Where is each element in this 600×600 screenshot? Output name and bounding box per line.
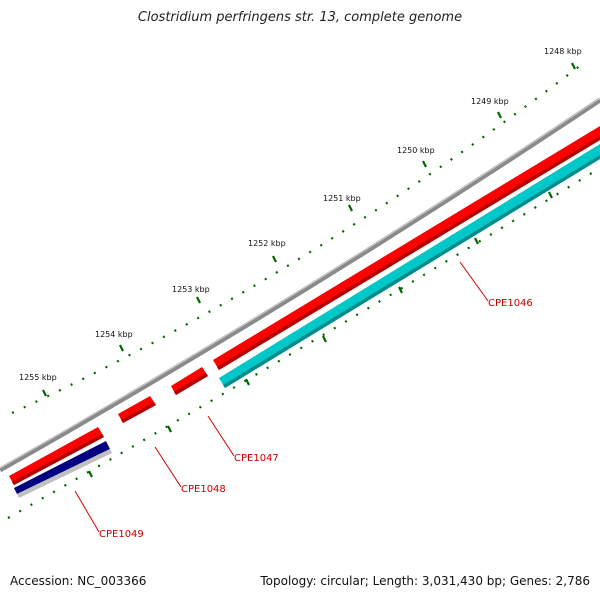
ruler-label: 1249 kbp — [471, 97, 509, 106]
ruler-label: 1255 kbp — [19, 373, 57, 382]
reverse-strand-features — [14, 144, 600, 498]
ruler-label: 1254 kbp — [95, 330, 133, 339]
genome-summary-text: Topology: circular; Length: 3,031,430 bp… — [260, 574, 590, 588]
map-title: Clostridium perfringens str. 13, complet… — [137, 10, 463, 25]
ruler-label: 1250 kbp — [397, 146, 435, 155]
gene-arrow-CPE1046 — [213, 126, 600, 370]
gene-arrow-CPE1047 — [171, 367, 208, 395]
gene-label-CPE1047: CPE1047 — [234, 453, 279, 464]
ruler-major-ticks — [42, 62, 576, 397]
genome-backbone-highlight — [0, 97, 600, 469]
gene-arrow-CPE1047-shade — [174, 373, 208, 395]
ruler-label: 1251 kbp — [323, 194, 361, 203]
inner-ruler-major-ticks — [88, 191, 553, 478]
ruler-label: 1253 kbp — [172, 285, 210, 294]
genome-backbone — [0, 97, 600, 473]
ruler-label: 1248 kbp — [544, 47, 582, 56]
accession-text: Accession: NC_003366 — [10, 574, 147, 588]
gene-labels: CPE1046 CPE1047 CPE1048 CPE1049 — [99, 298, 533, 540]
reverse-feature-cyan-shade — [223, 155, 600, 388]
gene-arrow-CPE1048-shade — [121, 402, 156, 423]
ruler-label: 1252 kbp — [248, 239, 286, 248]
gene-label-leaders — [74, 261, 489, 533]
gene-label-CPE1048: CPE1048 — [181, 484, 226, 495]
reverse-feature-cyan — [219, 144, 600, 388]
gene-arrow-CPE1049 — [9, 427, 104, 485]
ruler-inner-dotted — [7, 167, 600, 519]
forward-strand-features — [9, 126, 600, 485]
ruler-labels: 1248 kbp 1249 kbp 1250 kbp 1251 kbp 1252… — [19, 47, 582, 382]
gene-label-CPE1046: CPE1046 — [488, 298, 533, 309]
gene-arrow-CPE1049-shade — [12, 434, 104, 485]
reverse-feature-navy — [14, 441, 110, 494]
gene-arrow-CPE1046-shade — [217, 136, 600, 370]
gene-label-CPE1049: CPE1049 — [99, 529, 144, 540]
ruler-outer-dotted — [11, 61, 586, 414]
reverse-feature-gray — [17, 449, 112, 498]
gene-arrow-CPE1048 — [118, 396, 156, 423]
